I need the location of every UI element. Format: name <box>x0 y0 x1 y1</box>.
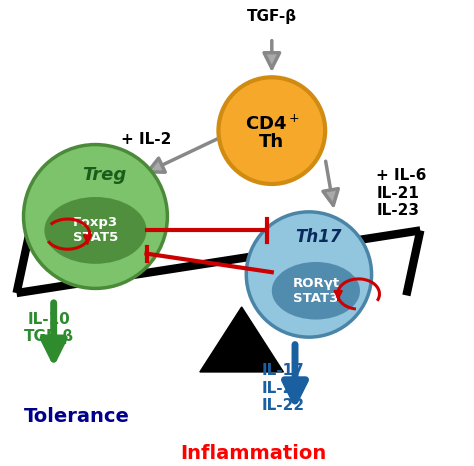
Text: CD4$^+$: CD4$^+$ <box>245 114 299 133</box>
Text: IL-10
TGF-β: IL-10 TGF-β <box>24 312 74 344</box>
Text: RORγt
STAT3: RORγt STAT3 <box>292 277 339 305</box>
Circle shape <box>219 77 325 184</box>
Text: Inflammation: Inflammation <box>180 444 327 463</box>
Ellipse shape <box>45 197 146 264</box>
Text: TGF-β: TGF-β <box>247 9 297 24</box>
Circle shape <box>246 212 372 337</box>
Text: + IL-2: + IL-2 <box>121 132 172 147</box>
Polygon shape <box>200 307 283 372</box>
Text: Foxp3
STAT5: Foxp3 STAT5 <box>73 216 118 244</box>
Text: Th: Th <box>259 133 284 151</box>
Text: IL-17
IL-21
IL-22: IL-17 IL-21 IL-22 <box>262 363 305 413</box>
Text: Th17: Th17 <box>295 228 341 247</box>
Text: + IL-6
IL-21
IL-23: + IL-6 IL-21 IL-23 <box>376 168 427 218</box>
Ellipse shape <box>272 262 360 320</box>
Circle shape <box>24 144 167 288</box>
Text: Treg: Treg <box>82 166 127 184</box>
Text: Tolerance: Tolerance <box>24 406 130 425</box>
